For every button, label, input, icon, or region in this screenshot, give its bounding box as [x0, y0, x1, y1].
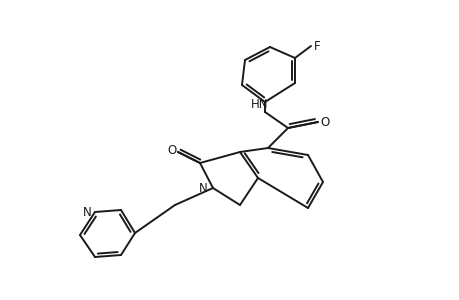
Text: F: F [313, 40, 319, 52]
Text: HN: HN [251, 98, 268, 112]
Text: O: O [167, 145, 176, 158]
Text: N: N [83, 206, 91, 218]
Text: N: N [199, 182, 207, 196]
Text: O: O [319, 116, 329, 128]
